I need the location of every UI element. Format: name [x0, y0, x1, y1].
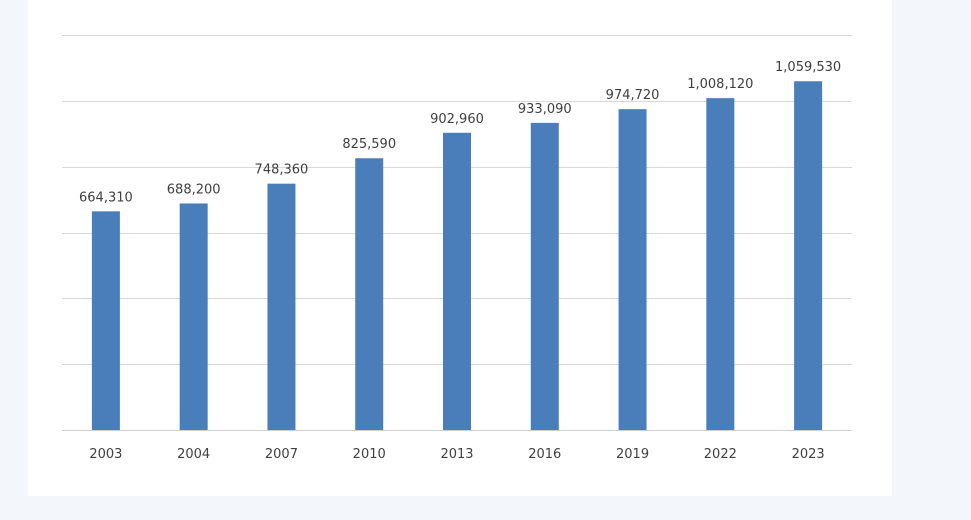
data-label-2007: 748,360: [255, 163, 309, 178]
x-tick-2023: 2023: [792, 447, 825, 462]
x-tick-2022: 2022: [704, 447, 737, 462]
bar-2004: [179, 203, 208, 430]
x-tick-2013: 2013: [440, 447, 473, 462]
bar-2022: [706, 98, 735, 431]
bar-2010: [355, 158, 384, 430]
x-tick-2003: 2003: [89, 447, 122, 462]
bar-2003: [91, 211, 120, 430]
data-label-2016: 933,090: [518, 102, 572, 117]
data-label-2003: 664,310: [79, 190, 133, 205]
x-tick-2004: 2004: [177, 447, 210, 462]
x-tick-2010: 2010: [353, 447, 386, 462]
data-labels: 664,310 688,200 748,360 825,590 902,960 933,0…: [79, 60, 841, 205]
data-label-2019: 974,720: [606, 88, 660, 103]
bar-2019: [618, 109, 647, 430]
x-tick-2019: 2019: [616, 447, 649, 462]
x-tick-2007: 2007: [265, 447, 298, 462]
x-axis-ticks: 2003 2004 2007 2010 2013 2016 2019 2022 2023: [89, 447, 824, 462]
data-label-2022: 1,008,120: [687, 77, 753, 92]
bar-chart: 664,310 688,200 748,360 825,590 902,960 933,0…: [62, 35, 852, 462]
bar-2016: [530, 122, 559, 430]
bar-2007: [267, 183, 296, 430]
data-label-2004: 688,200: [167, 182, 221, 197]
data-label-2013: 902,960: [430, 112, 484, 127]
chart-panel: 664,310 688,200 748,360 825,590 902,960 933,0…: [28, 0, 892, 496]
bar-2013: [443, 132, 471, 430]
bar-2023: [794, 81, 823, 431]
bars: [91, 81, 823, 431]
data-label-2023: 1,059,530: [775, 60, 841, 75]
data-label-2010: 825,590: [342, 137, 396, 152]
x-tick-2016: 2016: [528, 447, 561, 462]
